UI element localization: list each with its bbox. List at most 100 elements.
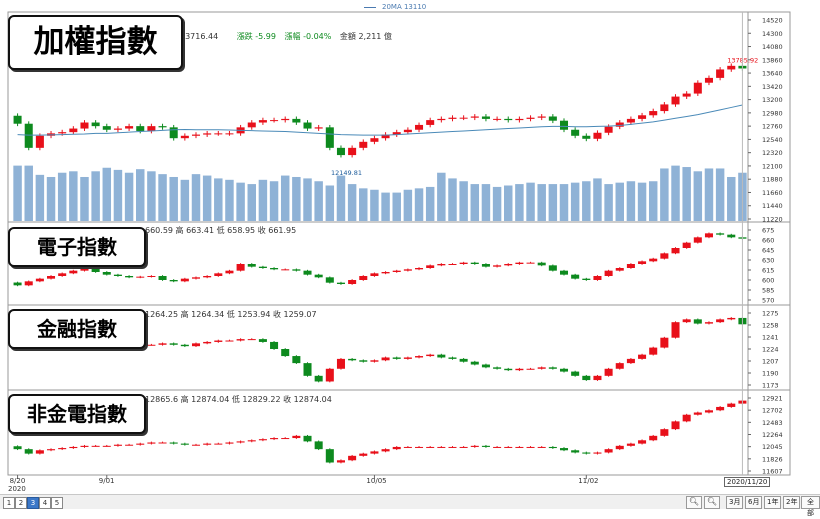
volume-bar: [158, 174, 167, 221]
volume-bar: [113, 169, 123, 221]
main-candle-body: [125, 126, 134, 129]
main-candle-body: [258, 120, 267, 123]
main-candle-body: [225, 133, 234, 135]
zoom-out-button[interactable]: 🔍︎: [704, 496, 720, 509]
range-button[interactable]: 2年: [783, 496, 801, 509]
main-candle-body: [693, 82, 702, 94]
volume-bar: [13, 165, 22, 221]
finance-panel-title: 金融指數: [8, 309, 146, 349]
range-button[interactable]: 3月: [726, 496, 744, 509]
nonfe-candle-body: [158, 442, 167, 444]
nonfe-candle-body: [649, 435, 658, 441]
nonfe-ytick-label: 12483: [762, 419, 783, 427]
electronics-candle-body: [415, 268, 424, 270]
zoom-in-button[interactable]: 🔍︎: [686, 496, 702, 509]
main-info-change-label: 漲跌: [236, 32, 253, 41]
volume-bar: [292, 176, 301, 221]
main-candle-body: [180, 135, 189, 139]
electronics-candle-body: [548, 265, 557, 271]
electronics-candle-body: [314, 274, 323, 278]
main-ytick-label: 14520: [762, 17, 783, 25]
volume-bar: [671, 165, 680, 221]
volume-bar: [626, 181, 636, 221]
main-candle-body: [158, 126, 167, 128]
finance-candle-body: [638, 354, 647, 359]
main-ytick-label: 14080: [762, 43, 783, 51]
finance-candle-body: [158, 343, 167, 345]
nonfe-candle-body: [548, 446, 557, 449]
ma-legend-text: 20MA 13110: [382, 3, 427, 11]
nonfe-candle-body: [381, 449, 390, 452]
main-candle-body: [381, 134, 390, 139]
nonfe-candle-body: [80, 445, 89, 447]
nonfe-candle-body: [281, 438, 290, 440]
volume-bar: [682, 167, 691, 221]
nonfe-candle-body: [716, 406, 725, 411]
nonfe-candle-body: [247, 440, 256, 442]
nonfe-candle-body: [225, 442, 234, 444]
page-button[interactable]: 3: [27, 497, 39, 509]
main-info-change: -5.99: [255, 32, 276, 41]
range-button[interactable]: 6月: [745, 496, 763, 509]
volume-bar: [136, 169, 145, 221]
electronics-candle-body: [292, 269, 301, 271]
main-candle-body: [35, 135, 44, 148]
volume-bar: [124, 172, 134, 221]
volume-bar: [448, 178, 457, 221]
main-candle-body: [392, 132, 401, 135]
main-candle-body: [716, 69, 725, 78]
volume-bar: [515, 184, 524, 221]
electronics-candle-body: [203, 276, 212, 278]
main-candle-body: [359, 141, 368, 148]
main-candle-body: [303, 122, 312, 129]
volume-bar: [392, 192, 401, 221]
nonfe-candle-body: [113, 444, 122, 446]
electronics-candle-body: [559, 270, 569, 275]
electronics-candle-body: [69, 270, 78, 274]
nonfe-candle-body: [69, 446, 78, 449]
main-candle-body: [169, 127, 178, 139]
finance-ytick-label: 1241: [762, 334, 779, 342]
main-candle-body: [481, 116, 490, 119]
electronics-candle-body: [102, 272, 111, 275]
nonfe-candle-body: [392, 446, 401, 450]
main-candle-body: [626, 118, 635, 123]
main-ytick-label: 12320: [762, 149, 783, 157]
electronics-candle-body: [437, 264, 446, 266]
electronics-candle-body: [80, 268, 89, 271]
volume-bar: [24, 165, 33, 221]
main-info-amount: 2,211 億: [358, 32, 392, 41]
nonfe-candle-body: [559, 448, 569, 451]
x-axis-label: 11/02: [578, 477, 599, 485]
finance-candle-body: [359, 360, 368, 362]
finance-candle-body: [348, 358, 357, 361]
page-button[interactable]: 5: [51, 497, 63, 509]
nonfe-candle-body: [292, 435, 301, 439]
volume-bar: [381, 192, 390, 221]
main-candle-body: [336, 147, 345, 156]
main-panel-title: 加權指數: [8, 15, 183, 70]
volume-bar: [46, 176, 56, 221]
main-ytick-label: 11440: [762, 202, 783, 210]
page-button[interactable]: 2: [15, 497, 27, 509]
page-button[interactable]: 1: [3, 497, 15, 509]
range-button[interactable]: 1年: [764, 496, 782, 509]
electronics-candle-body: [426, 265, 435, 268]
x-axis-label: 8/20: [9, 477, 26, 485]
finance-ytick-label: 1207: [762, 358, 779, 366]
main-info-bar: 13716.44 漲跌 -5.99 漲幅 -0.04% 金額 2,211 億: [180, 31, 392, 42]
volume-bar: [637, 182, 647, 221]
nonfe-candle-body: [58, 448, 67, 450]
range-button[interactable]: 全部: [801, 496, 820, 517]
nonfe-candle-body: [415, 446, 424, 448]
volume-bar: [727, 176, 736, 221]
main-ytick-label: 14300: [762, 30, 783, 38]
nonfe-candle-body: [35, 450, 44, 454]
finance-candle-body: [214, 340, 223, 342]
main-candle-body: [24, 123, 33, 148]
finance-ytick-label: 1275: [762, 310, 779, 318]
electronics-candle-body: [704, 233, 713, 238]
main-candle-body: [325, 127, 334, 148]
page-button[interactable]: 4: [39, 497, 51, 509]
electronics-candle-body: [225, 270, 234, 274]
